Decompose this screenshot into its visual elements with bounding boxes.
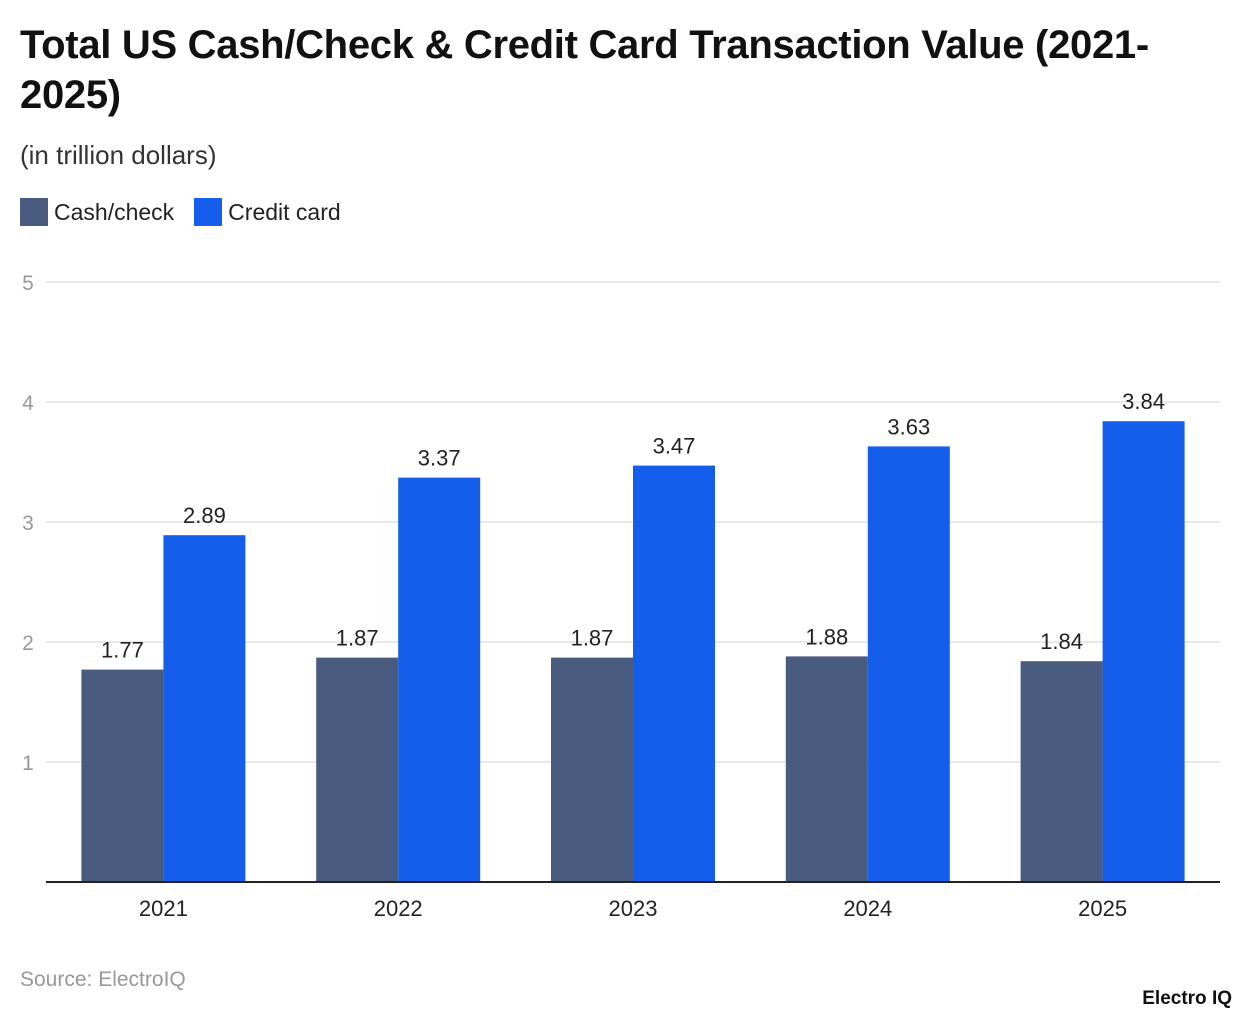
y-tick-label: 3 — [22, 512, 34, 535]
data-label: 1.87 — [571, 626, 614, 651]
legend-label-cash: Cash/check — [54, 198, 175, 225]
chart-subtitle: (in trillion dollars) — [20, 140, 217, 170]
y-tick-label: 4 — [22, 392, 34, 415]
bar-cash-check — [551, 657, 633, 882]
bar-cash-check — [785, 656, 868, 882]
bar-credit-card — [1102, 421, 1185, 882]
x-tick-label: 2023 — [609, 896, 658, 921]
y-tick-label: 2 — [22, 632, 34, 655]
legend-swatch-credit — [194, 198, 223, 226]
bar-credit-card — [163, 535, 246, 882]
bar-cash-check — [81, 669, 164, 882]
bar-cash-check — [316, 657, 399, 882]
legend: Cash/check Credit card — [20, 198, 341, 226]
bar-credit-card — [398, 477, 481, 882]
bar-credit-card — [633, 465, 715, 882]
data-label: 1.84 — [1040, 629, 1083, 654]
data-label: 3.63 — [887, 414, 930, 439]
data-label: 1.88 — [805, 624, 848, 649]
legend-item-credit: Credit card — [194, 198, 341, 226]
data-label: 3.37 — [418, 446, 461, 471]
legend-swatch-cash — [20, 198, 48, 226]
data-label: 3.84 — [1122, 389, 1165, 414]
data-label: 3.47 — [653, 434, 696, 459]
x-tick-label: 2021 — [139, 896, 188, 921]
x-tick-label: 2022 — [374, 896, 423, 921]
bar-cash-check — [1020, 661, 1103, 882]
data-label: 2.89 — [183, 503, 226, 528]
chart-title: Total US Cash/Check & Credit Card Transa… — [20, 23, 1149, 117]
x-tick-label: 2025 — [1078, 896, 1127, 921]
bar-credit-card — [867, 446, 950, 882]
y-tick-label: 5 — [22, 272, 34, 295]
data-label: 1.77 — [101, 638, 144, 663]
x-tick-label: 2024 — [843, 896, 892, 921]
electroiq-logo: Electro IQ — [1142, 988, 1232, 1009]
data-label: 1.87 — [336, 626, 379, 651]
y-tick-label: 1 — [22, 752, 34, 775]
legend-label-credit: Credit card — [228, 198, 341, 225]
source-note: Source: ElectroIQ — [20, 968, 186, 991]
legend-item-cash: Cash/check — [20, 198, 174, 226]
